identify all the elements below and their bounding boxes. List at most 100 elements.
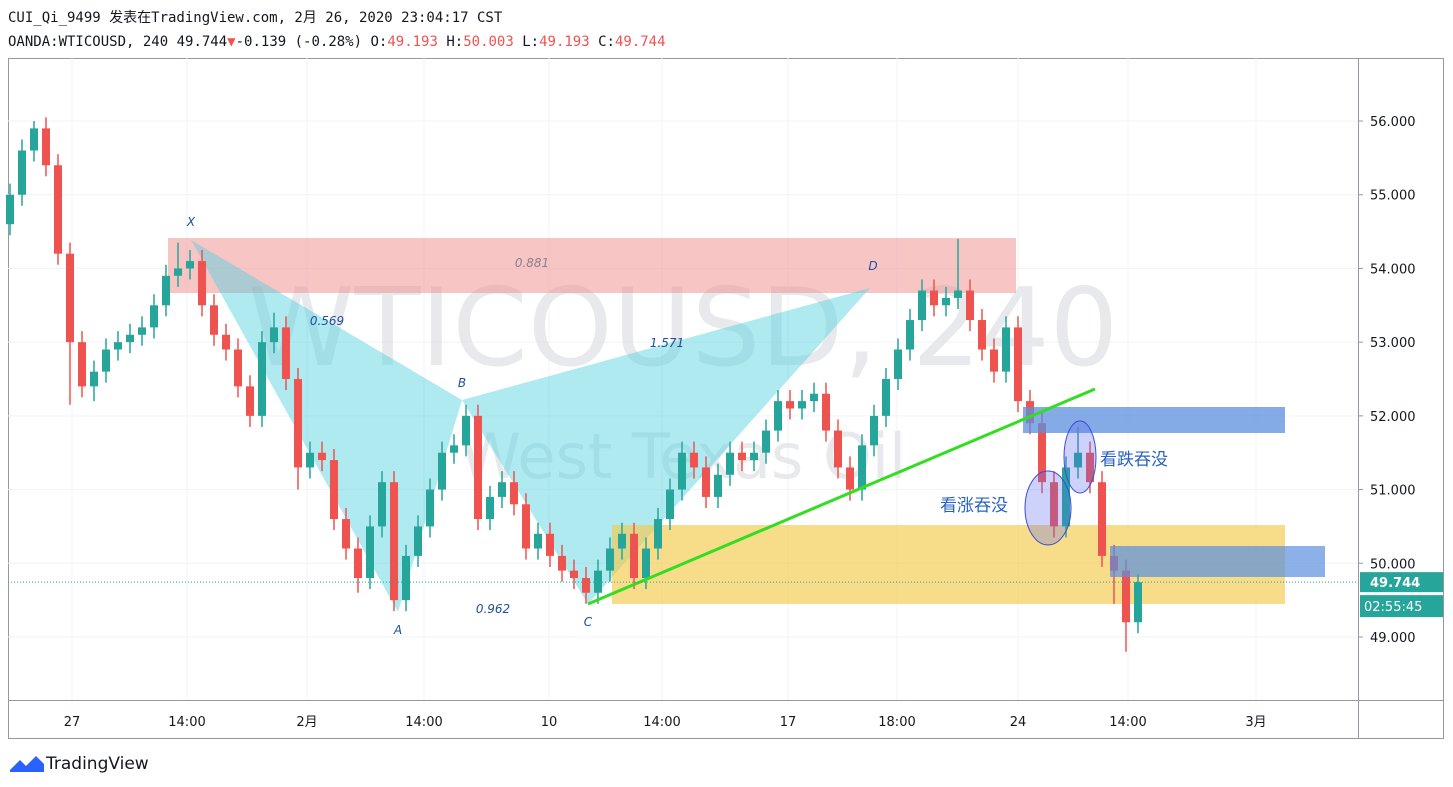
x-tick-label: 14:00 (1109, 715, 1146, 730)
x-tick-label: 3月 (1245, 715, 1266, 730)
header: CUI_Qi_9499 发表在TradingView.com, 2月 26, 2… (8, 6, 666, 54)
candle-body (366, 526, 374, 579)
candle-body (618, 533, 626, 549)
x-tick-label: 14:00 (643, 715, 680, 730)
arrow: ▼ (227, 34, 236, 50)
candle-body (702, 467, 710, 497)
candle-body (30, 128, 38, 151)
candle-body (654, 519, 662, 549)
c-label: C: (598, 34, 615, 50)
candle-body (942, 297, 950, 306)
close: 49.744 (614, 34, 666, 50)
candle-body (1086, 452, 1094, 483)
candle-body (738, 452, 746, 461)
candle-body (714, 474, 722, 497)
candle-body (870, 415, 878, 446)
candle-body (462, 415, 470, 446)
candle-body (330, 460, 338, 520)
candle-body (78, 342, 86, 387)
o-label: O: (370, 34, 388, 50)
candle-body (894, 349, 902, 379)
countdown-badge (1360, 595, 1443, 618)
candle-body (726, 452, 734, 475)
candle-body (378, 482, 386, 527)
ellipse-bull (1024, 470, 1072, 546)
candle-body (498, 482, 506, 497)
candle-body (306, 452, 314, 468)
candle-body (774, 401, 782, 431)
candle-body (978, 320, 986, 350)
last: 49.744 (176, 34, 228, 50)
candle-body (342, 519, 350, 549)
candle-body (642, 548, 650, 579)
ratio-label: 1.571 (650, 336, 684, 350)
candle-body (1002, 327, 1010, 372)
last-price-label: 49.744 (1370, 576, 1420, 591)
logo-icon (10, 756, 44, 772)
candle-body (810, 393, 818, 402)
last-price-badge (1360, 572, 1443, 593)
candle-body (222, 334, 230, 350)
candle-body (318, 452, 326, 461)
candle-body (1062, 467, 1070, 527)
candle-body (486, 496, 494, 520)
low: 49.193 (539, 34, 590, 50)
candle-body (798, 401, 806, 409)
y-tick-label: 51.000 (1370, 484, 1416, 499)
open: 49.193 (387, 34, 438, 50)
candle-body (834, 430, 842, 468)
candle-body (1134, 582, 1142, 623)
candle-body (570, 570, 578, 579)
zone-blue-upper (1023, 407, 1285, 433)
candle-body (42, 128, 50, 166)
candle-body (198, 261, 206, 306)
candle-body (534, 533, 542, 549)
candle-body (126, 334, 134, 343)
note: 看涨吞没 (940, 496, 1008, 516)
candle-body (1038, 423, 1046, 483)
candle-body (966, 290, 974, 321)
y-tick-label: 56.000 (1370, 115, 1416, 130)
candle-body (210, 305, 218, 335)
candle-body (762, 430, 770, 453)
candle-body (846, 467, 854, 490)
candle-body (822, 393, 830, 431)
candle-body (786, 401, 794, 409)
y-tick-label: 50.000 (1370, 557, 1416, 572)
note: 看跌吞没 (1100, 450, 1168, 470)
x-tick-label: 2月 (296, 715, 317, 730)
brand: TradingView (45, 754, 149, 774)
y-tick-label: 53.000 (1370, 336, 1416, 351)
x-tick-label: 27 (64, 715, 81, 730)
candle-body (294, 379, 302, 468)
candle-body (186, 261, 194, 269)
candle-body (474, 415, 482, 520)
candle-body (930, 290, 938, 306)
candle-body (546, 533, 554, 556)
candle-body (402, 555, 410, 601)
candle-body (1122, 570, 1130, 623)
candle-body (1014, 327, 1022, 402)
zone-blue-lower (1110, 546, 1325, 577)
candle-body (1074, 452, 1082, 468)
pattern-point: D (868, 259, 877, 273)
y-tick-label: 52.000 (1370, 410, 1416, 425)
candle-body (666, 489, 674, 520)
candle-body (678, 452, 686, 490)
candle-body (690, 452, 698, 468)
candle-body (138, 327, 146, 335)
y-tick-label: 54.000 (1370, 262, 1416, 277)
symbol: OANDA:WTICOUSD, 240 (8, 34, 169, 50)
ellipse-bear (1063, 420, 1097, 494)
y-tick-label: 49.000 (1370, 631, 1416, 646)
candle-body (1098, 482, 1106, 556)
resistance-zone (168, 238, 1016, 293)
candle-body (858, 445, 866, 490)
trend-line (587, 387, 1096, 606)
candle-body (606, 548, 614, 571)
candle-body (414, 526, 422, 556)
candle-body (234, 349, 242, 387)
candle-body (438, 452, 446, 490)
